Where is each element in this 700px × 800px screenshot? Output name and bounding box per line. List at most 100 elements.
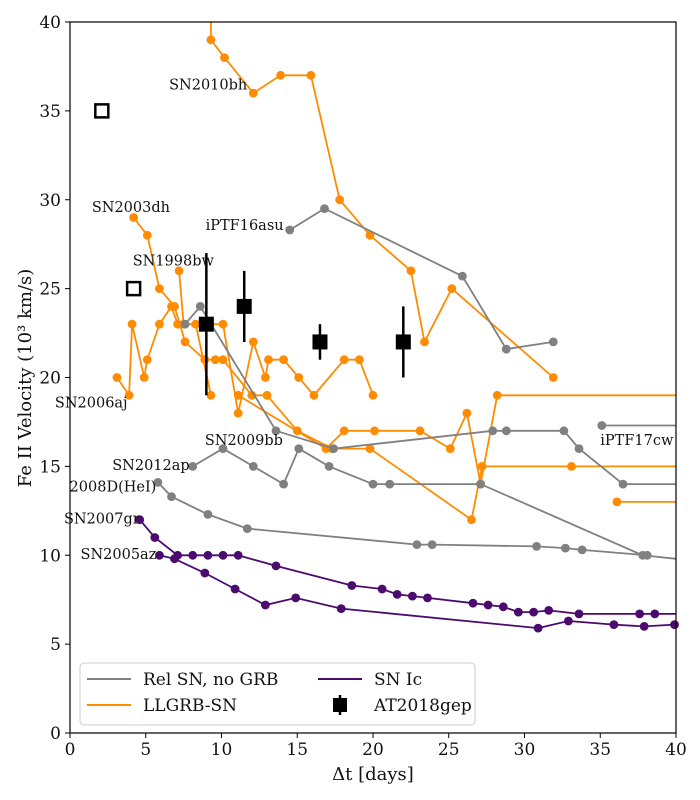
sn-label: 2008D(HeI) <box>70 479 157 495</box>
data-point <box>188 462 198 471</box>
sn-label: SN2003dh <box>92 200 170 216</box>
data-point <box>670 620 679 629</box>
y-tick-label: 20 <box>39 369 61 389</box>
data-point <box>501 344 511 354</box>
data-point <box>180 319 190 329</box>
data-point <box>329 444 338 453</box>
data-point <box>559 426 569 436</box>
data-point <box>339 426 349 436</box>
data-point <box>501 426 511 436</box>
data-point <box>233 390 243 400</box>
data-point <box>294 444 304 453</box>
data-point <box>211 355 220 365</box>
series-7 <box>180 302 676 489</box>
tick-layer: 0 5 10 15 20 25 30 35 40 0 5 10 15 20 25 30 35 40 <box>39 13 686 760</box>
data-point <box>167 492 176 501</box>
data-point <box>385 479 395 489</box>
data-point <box>242 524 252 533</box>
data-point <box>467 515 476 525</box>
legend-label-sn-ic: SN Ic <box>374 670 422 690</box>
data-point <box>370 426 379 436</box>
series-line <box>132 216 676 522</box>
data-point <box>462 408 472 418</box>
data-point <box>309 390 319 400</box>
series-line <box>184 304 676 486</box>
data-point <box>492 390 502 400</box>
annotation-layer: SN2010bh SN2003dh iPTF16asu SN1998bw SN2006a… <box>55 78 674 563</box>
data-point <box>306 70 316 80</box>
data-point <box>355 355 364 365</box>
data-point <box>377 584 387 594</box>
data-point <box>447 284 457 293</box>
data-point <box>574 609 584 619</box>
at2018gep-point <box>236 270 252 342</box>
data-point <box>155 284 164 293</box>
data-point <box>548 373 558 382</box>
y-tick-label: 25 <box>39 280 61 300</box>
legend-label-llgrb: LLGRB-SN <box>143 696 237 716</box>
series-0 <box>206 22 558 382</box>
data-point <box>264 355 273 365</box>
y-tick-label: 5 <box>50 635 61 655</box>
data-point <box>406 266 416 276</box>
data-point <box>203 550 213 560</box>
data-point <box>529 607 538 617</box>
data-point <box>609 620 619 629</box>
open-square-marker <box>94 103 110 119</box>
data-point <box>206 35 216 45</box>
data-point <box>324 462 334 471</box>
data-point <box>218 319 228 329</box>
data-point <box>262 390 272 400</box>
data-point <box>200 568 210 578</box>
data-point <box>533 623 543 633</box>
data-point <box>276 70 285 80</box>
data-point <box>142 230 152 240</box>
data-point <box>612 497 622 507</box>
legend-label-rel-sn: Rel SN, no GRB <box>143 670 278 690</box>
data-point <box>415 426 425 436</box>
at2018gep-point <box>198 253 214 396</box>
data-point <box>124 390 134 400</box>
plot-frame <box>69 21 677 734</box>
data-point <box>203 510 213 519</box>
data-point <box>577 545 587 555</box>
series-4 <box>233 390 676 489</box>
data-point <box>206 390 216 400</box>
data-point <box>365 230 375 240</box>
data-point <box>142 355 152 365</box>
data-point <box>597 421 607 430</box>
y-tick-label: 35 <box>39 102 61 122</box>
sn-label: iPTF16asu <box>206 218 284 234</box>
y-tick-label: 40 <box>39 13 61 33</box>
y-tick-label: 30 <box>39 191 61 211</box>
data-point <box>639 622 649 631</box>
filled-square-marker <box>236 298 252 314</box>
sn-label: SN1998bw <box>133 254 215 270</box>
data-point <box>445 444 455 453</box>
series-10 <box>597 421 676 430</box>
data-point <box>291 593 301 603</box>
data-point <box>548 337 558 347</box>
series-2 <box>174 266 216 400</box>
data-point <box>261 373 270 382</box>
series-5 <box>612 497 676 507</box>
data-point <box>427 540 437 549</box>
data-point <box>218 550 228 560</box>
x-tick-label: 40 <box>665 740 687 760</box>
data-point <box>129 213 139 222</box>
data-point <box>155 319 164 329</box>
series-line <box>159 554 675 630</box>
data-point <box>347 581 357 590</box>
x-tick-label: 35 <box>589 740 611 760</box>
data-point <box>423 593 432 603</box>
x-axis-label: Δt [days] <box>332 764 414 785</box>
open-square-marker <box>125 280 142 297</box>
data-point <box>514 607 523 617</box>
data-point <box>139 373 149 382</box>
data-point <box>498 602 508 612</box>
data-point <box>561 543 570 553</box>
series-line <box>157 481 648 557</box>
data-point <box>248 337 258 347</box>
data-point <box>285 225 295 235</box>
